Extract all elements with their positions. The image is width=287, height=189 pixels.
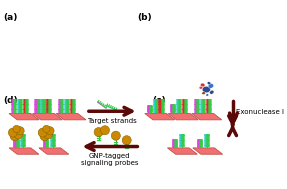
Circle shape [8, 128, 18, 137]
Circle shape [10, 132, 19, 141]
Text: (d): (d) [4, 96, 18, 105]
Circle shape [111, 131, 120, 140]
Ellipse shape [201, 83, 205, 87]
Polygon shape [145, 114, 175, 120]
Polygon shape [33, 114, 63, 120]
Circle shape [38, 128, 47, 137]
Circle shape [122, 136, 131, 145]
Circle shape [16, 127, 24, 135]
Polygon shape [168, 114, 198, 120]
Polygon shape [39, 148, 69, 154]
Polygon shape [192, 114, 222, 120]
Circle shape [14, 130, 23, 139]
Polygon shape [9, 114, 39, 120]
Text: (b): (b) [137, 13, 152, 22]
Text: Exonuclease I: Exonuclease I [236, 109, 284, 115]
Text: (c): (c) [152, 96, 166, 105]
Ellipse shape [199, 86, 203, 89]
Ellipse shape [202, 92, 205, 94]
Ellipse shape [208, 84, 214, 88]
Circle shape [46, 127, 54, 135]
Ellipse shape [202, 86, 210, 93]
Text: Target strands: Target strands [87, 119, 137, 125]
Polygon shape [9, 148, 39, 154]
Ellipse shape [210, 90, 214, 94]
Circle shape [43, 125, 50, 132]
Polygon shape [56, 114, 86, 120]
Polygon shape [193, 148, 223, 154]
Circle shape [94, 128, 103, 137]
Ellipse shape [206, 94, 209, 96]
Text: GNP-tagged
signaling probes: GNP-tagged signaling probes [81, 153, 138, 166]
Ellipse shape [207, 82, 211, 85]
Circle shape [13, 125, 20, 132]
Circle shape [44, 130, 53, 139]
Circle shape [40, 132, 49, 141]
Text: (a): (a) [4, 13, 18, 22]
Circle shape [100, 126, 110, 135]
Polygon shape [167, 148, 197, 154]
